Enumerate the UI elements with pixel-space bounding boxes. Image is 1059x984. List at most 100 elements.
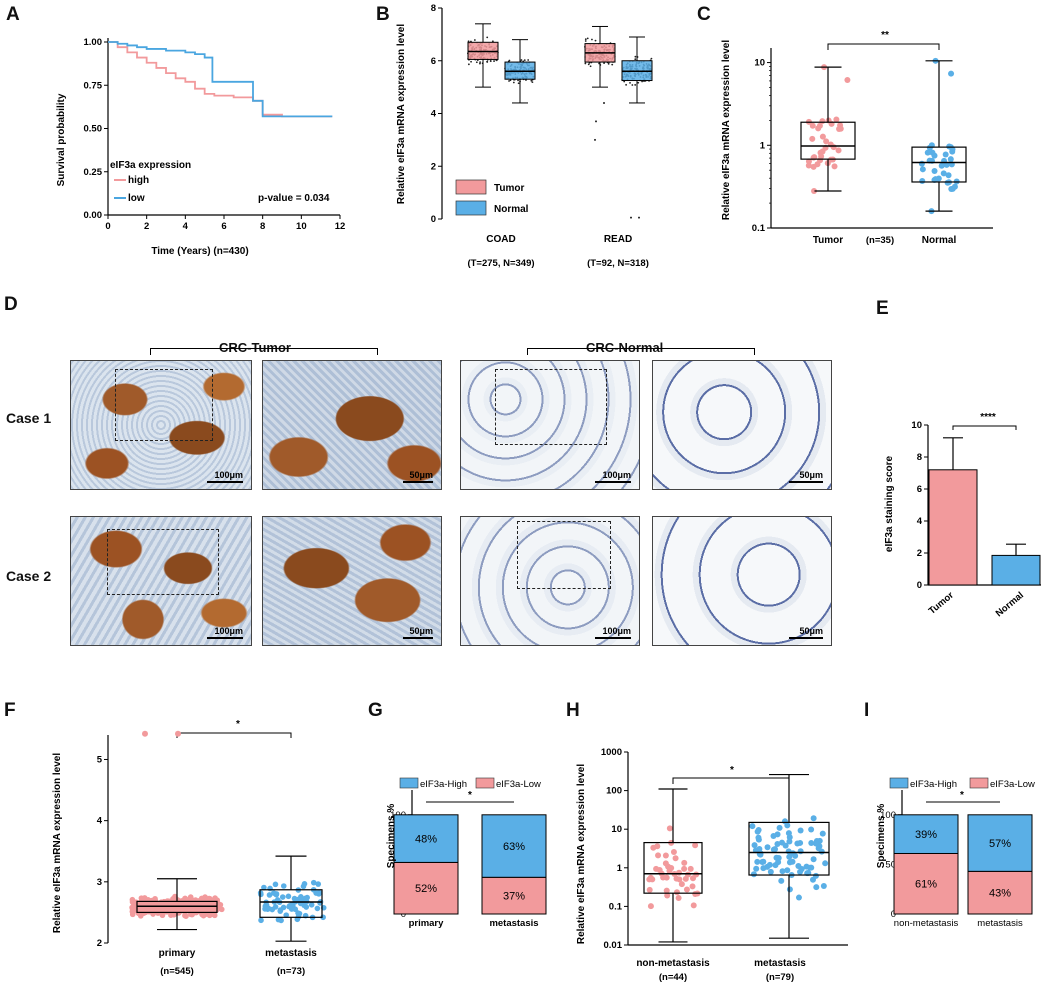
chart-h-y-tick-label: 1000: [601, 747, 622, 758]
chart-h-box: [748, 821, 830, 876]
chart-i-bar-low-1: [967, 870, 1033, 915]
chart-g-bar-high-0: [393, 814, 459, 863]
micro-normal-case1-50um: 50μm: [652, 360, 832, 490]
chart-b-point: [479, 62, 481, 65]
chart-c-point: [935, 175, 942, 182]
chart-h-point: [670, 848, 677, 855]
chart-b-ylabel: Relative eIF3a mRNA expression level: [396, 24, 407, 204]
chart-e-bar-1: [991, 554, 1041, 586]
chart-h-ylabel: Relative eIF3a mRNA expression level: [576, 764, 587, 944]
chart-h-y-tick-label: 0.1: [609, 901, 623, 912]
chart-b-cat-read: READ: [604, 234, 632, 245]
chart-b-point: [611, 63, 614, 66]
chart-f-point: [261, 884, 267, 891]
chart-c-point: [814, 161, 821, 168]
chart-h-point: [782, 842, 789, 849]
chart-h-point: [786, 886, 793, 893]
chart-h-point: [774, 841, 781, 848]
chart-b-point: [489, 60, 492, 63]
micro-tumor-case2-50um: 50μm: [262, 516, 442, 646]
chart-h-y-tick-label: 0.01: [604, 940, 623, 951]
chart-h-point: [646, 886, 653, 893]
chart-h-point: [684, 871, 691, 878]
chart-a-x-tick-label: 2: [144, 221, 149, 232]
scalebar: [789, 481, 823, 483]
chart-a-series-low: [108, 41, 333, 118]
chart-b-point: [512, 81, 515, 84]
chart-f-point: [272, 881, 279, 888]
chart-a-pvalue: p-value = 0.034: [258, 193, 330, 204]
chart-c-point: [940, 170, 947, 177]
panel-label-c: C: [697, 4, 711, 25]
chart-b-point: [520, 59, 523, 61]
scalebar-label: 100μm: [214, 626, 243, 636]
chart-h-point: [675, 895, 682, 902]
chart-i-ylabel: Specimens %: [876, 804, 887, 869]
chart-f-point: [213, 906, 219, 912]
chart-f-n-metastasis: (n=73): [277, 966, 305, 977]
group-label-tumor: CRC-Tumor: [215, 340, 295, 355]
chart-h-point: [786, 838, 793, 845]
chart-f-point: [150, 906, 156, 913]
chart-f-point: [286, 903, 293, 909]
chart-h-point: [808, 840, 815, 847]
chart-f-point: [206, 912, 213, 919]
scalebar: [789, 637, 823, 639]
chart-i-sig: *: [960, 790, 964, 801]
chart-i-label-high-0: 39%: [915, 829, 937, 841]
chart-h-point: [806, 864, 813, 871]
chart-f-point: [182, 895, 189, 902]
chart-b-point: [527, 59, 530, 61]
chart-b-point: [591, 38, 593, 41]
chart-b-y-tick-label: 8: [431, 4, 436, 14]
chart-f-outlier: [142, 730, 148, 737]
chart-b-legend-tumor: Tumor: [494, 183, 524, 194]
chart-h-point: [816, 843, 823, 850]
chart-c-box: [800, 121, 856, 160]
chart-i-label-low-1: 43%: [989, 888, 1011, 900]
chart-f-point: [310, 879, 317, 886]
chart-i-legend-high: eIF3a-High: [910, 779, 957, 790]
chart-b-point: [530, 79, 533, 82]
chart-f-point: [313, 890, 319, 896]
chart-b-point: [508, 59, 511, 62]
chart-c-point: [809, 135, 816, 142]
chart-h-point: [662, 860, 669, 867]
chart-a-x-tick-label: 12: [335, 221, 346, 232]
scalebar: [595, 637, 631, 639]
chart-b-point: [634, 58, 637, 61]
chart-a-x-tick-label: 10: [296, 221, 307, 232]
scalebar-label: 50μm: [409, 626, 433, 636]
chart-b-point: [491, 40, 494, 43]
chart-h-point: [672, 855, 679, 862]
chart-g-label-low-1: 37%: [503, 891, 525, 903]
chart-f-ylabel: Relative eIF3a mRNA expression level: [52, 753, 63, 933]
chart-b-point: [517, 79, 519, 82]
chart-g-legend-low: eIF3a-Low: [496, 779, 541, 790]
scalebar-label: 50μm: [409, 470, 433, 480]
chart-f-point: [182, 912, 188, 919]
chart-a-y-tick-label: 0.50: [84, 124, 103, 135]
chart-c-point: [816, 122, 823, 129]
chart-a-y-tick-label: 1.00: [84, 37, 103, 48]
chart-i-label-high-1: 57%: [989, 838, 1011, 850]
chart-c-y-tick-label: 0.1: [752, 223, 766, 234]
chart-h-point: [750, 871, 757, 878]
chart-c-point: [942, 151, 949, 158]
chart-h-point: [774, 831, 781, 838]
panel-label-d: D: [4, 294, 18, 315]
chart-h-point: [776, 824, 783, 831]
chart-b-legend-tumor-swatch: [455, 179, 487, 195]
chart-h-cat-met: metastasis: [754, 958, 806, 969]
chart-a-x-tick-label: 0: [105, 221, 110, 232]
chart-b-outlier: [630, 216, 632, 219]
chart-e-y-tick-label: 10: [911, 420, 922, 431]
chart-f-point: [266, 892, 273, 898]
chart-b-point: [634, 55, 637, 58]
group-bracket-normal: [527, 348, 755, 355]
chart-f-point: [277, 908, 284, 914]
chart-f-y-tick-label: 4: [97, 816, 103, 827]
chart-a-x-tick-label: 6: [221, 221, 226, 232]
chart-b-outlier: [595, 120, 597, 123]
chart-b-sub-read: (T=92, N=318): [587, 258, 649, 269]
